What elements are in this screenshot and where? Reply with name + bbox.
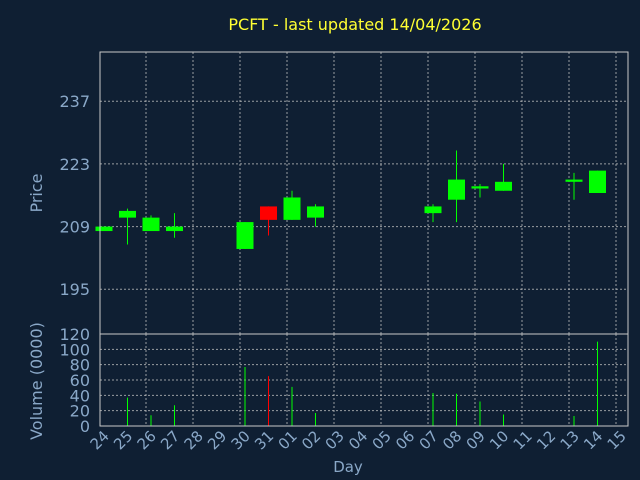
price-y-tick: 209 xyxy=(59,218,90,237)
volume-bars xyxy=(127,341,598,426)
candle-body xyxy=(448,179,465,200)
volume-y-tick: 40 xyxy=(70,386,90,405)
candle-body xyxy=(565,179,583,182)
price-y-tick-labels: 195 209 223 237 xyxy=(59,92,90,299)
volume-y-tick: 100 xyxy=(59,340,90,359)
price-axis-label: Price xyxy=(27,173,46,212)
candle-body xyxy=(166,226,183,232)
candle-body xyxy=(589,170,606,193)
volume-grid xyxy=(100,334,628,426)
candle-body xyxy=(495,181,512,191)
x-axis-label: Day xyxy=(333,458,363,476)
price-candles xyxy=(95,150,606,249)
x-tick-labels: 2425262728293031010203040506070809101112… xyxy=(87,427,630,453)
candle-body xyxy=(283,197,301,220)
price-grid xyxy=(100,52,628,334)
candle-body xyxy=(471,186,489,189)
volume-y-tick: 120 xyxy=(59,325,90,344)
candle-body xyxy=(142,217,160,232)
volume-y-tick: 0 xyxy=(80,417,90,436)
price-y-tick: 223 xyxy=(59,155,90,174)
candle-body xyxy=(307,206,324,218)
chart-title: PCFT - last updated 14/04/2026 xyxy=(228,15,481,34)
price-y-tick: 195 xyxy=(59,280,90,299)
candle-body xyxy=(260,206,277,220)
candle-body xyxy=(424,206,442,214)
volume-y-tick: 60 xyxy=(70,371,90,390)
volume-axis-label: Volume (0000) xyxy=(27,322,46,440)
volume-frame xyxy=(99,333,629,427)
candle-body xyxy=(236,222,254,249)
candle-body xyxy=(119,210,136,218)
volume-y-tick: 80 xyxy=(70,356,90,375)
price-y-tick: 237 xyxy=(59,92,90,111)
price-panel: 195 209 223 237 Price xyxy=(27,51,629,335)
volume-y-tick: 20 xyxy=(70,402,90,421)
candle-body xyxy=(95,226,113,232)
